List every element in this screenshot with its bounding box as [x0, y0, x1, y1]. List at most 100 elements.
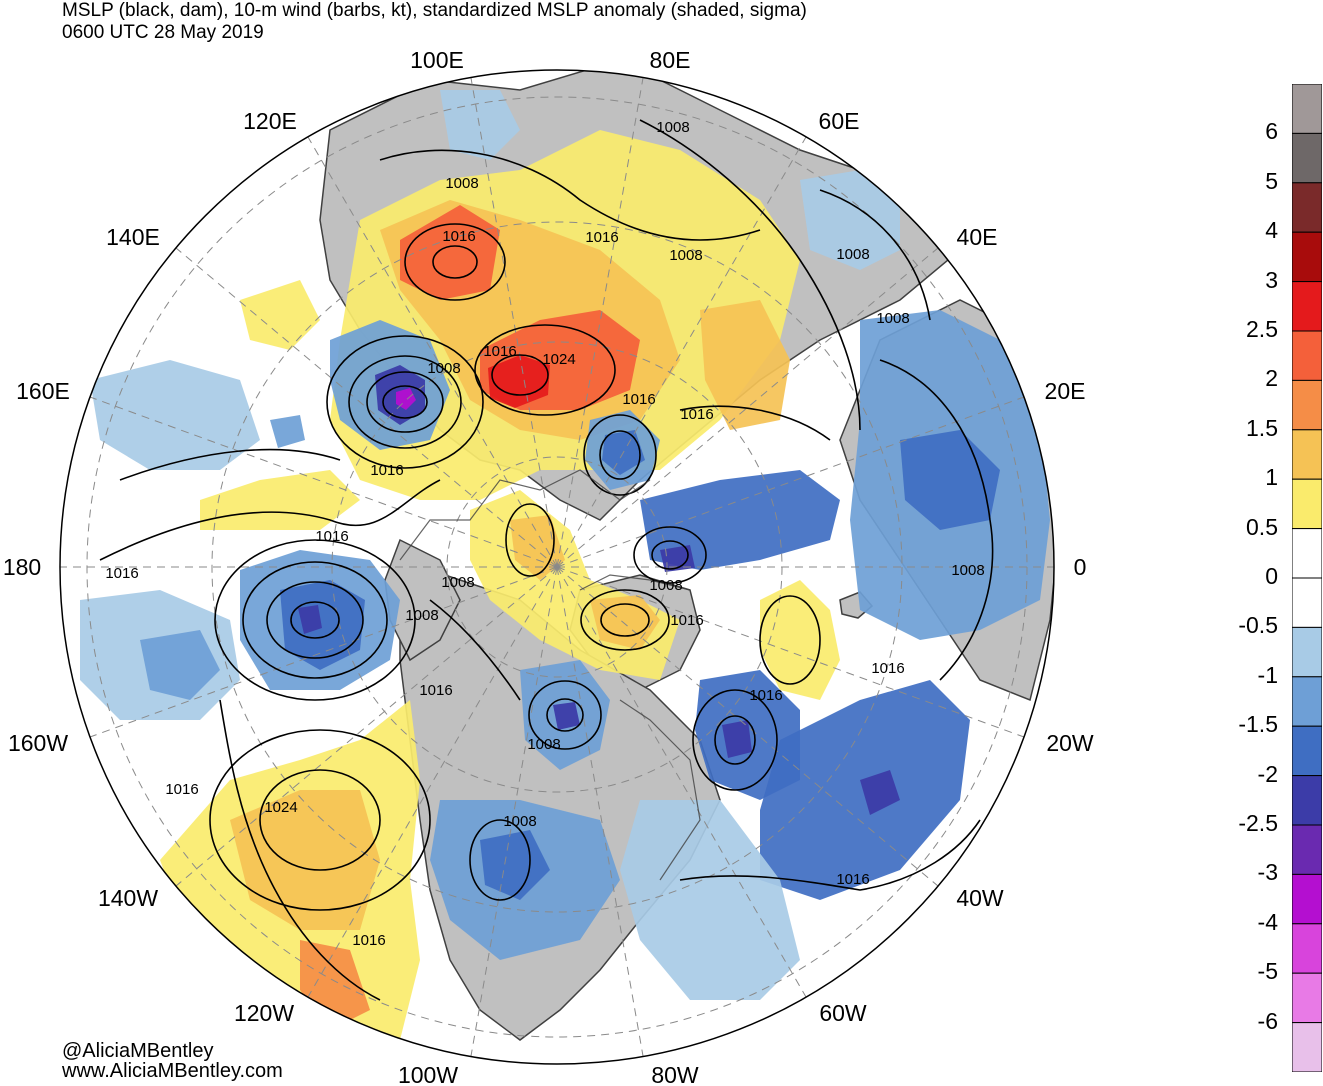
- lon-label-100e: 100E: [410, 47, 464, 73]
- isobar-label: 1016: [442, 228, 475, 245]
- colorbar-label: -6: [1257, 1007, 1278, 1034]
- isobar-label: 1008: [441, 574, 474, 591]
- negative-anomaly-barents-core: [660, 545, 695, 572]
- isobar: [600, 603, 650, 637]
- isobar-labels: 1008 1016 1016 1008 1008 1008 1016 1024 …: [105, 119, 984, 949]
- lon-label-20w: 20W: [1046, 730, 1094, 756]
- isobar-label: 1008: [503, 813, 536, 830]
- isobar: [429, 599, 521, 701]
- isobar-label: 1016: [352, 932, 385, 949]
- positive-anomaly-nw-pacific: [240, 280, 320, 350]
- isobar-label: 1008: [427, 360, 460, 377]
- isobar: [491, 354, 549, 396]
- positive-anomaly-arctic-core: [510, 515, 565, 580]
- isobar-label: 1016: [483, 343, 516, 360]
- isobar-label: 1008: [669, 247, 702, 264]
- isobar-label: 1016: [105, 565, 138, 582]
- meridian: [556, 566, 644, 1057]
- isobar: [505, 503, 555, 577]
- isobar: [528, 680, 602, 750]
- negative-anomaly-atlantic-light: [620, 800, 800, 1000]
- isobar: [679, 405, 831, 441]
- positive-anomaly-pacific-core: [230, 790, 380, 930]
- isobar: [326, 335, 484, 469]
- lon-label-20e: 20E: [1045, 378, 1086, 404]
- author-website: www.AliciaMBentley.com: [62, 1060, 283, 1082]
- negative-anomaly-north-atlantic-core: [860, 770, 900, 815]
- colorbar-label: 0.5: [1246, 513, 1278, 540]
- lon-label-140e: 140E: [106, 224, 160, 250]
- negative-anomaly-canada-core: [553, 702, 580, 730]
- colorbar-swatch: [1292, 330, 1322, 381]
- colorbar-swatch: [1292, 281, 1322, 332]
- lon-label-60e: 60E: [819, 108, 860, 134]
- map-valid-time: 0600 UTC 28 May 2019: [62, 22, 264, 43]
- isobar: [259, 769, 381, 871]
- isobar: [366, 371, 444, 433]
- lon-label-40w: 40W: [956, 885, 1004, 911]
- isobar: [714, 715, 756, 765]
- lon-label-60w: 60W: [819, 1000, 867, 1026]
- isobar: [639, 119, 861, 431]
- colorbar-label: -1: [1257, 661, 1278, 688]
- colorbar-swatch: [1292, 873, 1322, 925]
- isobar: [633, 526, 707, 584]
- lon-label-80w: 80W: [651, 1062, 699, 1086]
- latitude-circle: [446, 456, 668, 678]
- lon-label-0: 0: [1074, 554, 1087, 580]
- isobar: [692, 689, 778, 791]
- lon-label-120w: 120W: [234, 1000, 294, 1026]
- isobar: [819, 189, 931, 321]
- colorbar-swatch: [1292, 478, 1322, 530]
- negative-anomaly-west-pacific: [90, 360, 260, 470]
- lon-label-140w: 140W: [98, 885, 158, 911]
- isobar: [290, 601, 340, 639]
- coastline: [399, 469, 651, 561]
- isobar-label: 1016: [680, 406, 713, 423]
- anomaly-colorbar: [1292, 84, 1322, 1072]
- colorbar-label: -0.5: [1238, 612, 1278, 639]
- isobar: [219, 699, 381, 1001]
- meridian: [470, 77, 558, 568]
- lon-label-40e: 40E: [957, 224, 998, 250]
- longitude-labels: 100E 80E 60E 40E 20E 0 20W 40W 60W 80W 1…: [3, 47, 1094, 1086]
- isobar-label: 1016: [165, 781, 198, 798]
- isobar: [214, 539, 416, 701]
- colorbar-label: 0: [1265, 563, 1278, 589]
- negative-anomaly-usa-core: [480, 830, 550, 900]
- colorbar-label: 1.5: [1246, 414, 1278, 441]
- colorbar-label: -3: [1257, 859, 1278, 886]
- negative-anomaly-central-pacific-core: [140, 630, 220, 700]
- colorbar-label: 5: [1265, 167, 1278, 194]
- isobar-label: 1016: [670, 612, 703, 629]
- isobar: [266, 581, 364, 659]
- isobar: [209, 729, 431, 911]
- latitude-circle: [211, 221, 903, 913]
- isobar-label: 1016: [836, 871, 869, 888]
- colorbar-label: 2.5: [1246, 316, 1278, 342]
- colorbar-swatch: [1292, 676, 1322, 727]
- colorbar-label: 3: [1265, 266, 1278, 293]
- colorbar-label: 1: [1265, 464, 1278, 491]
- isobar-label: 1008: [527, 736, 560, 753]
- author-handle: @AliciaMBentley: [62, 1040, 214, 1062]
- isobar: [404, 223, 506, 301]
- lon-label-100w: 100W: [398, 1062, 458, 1086]
- meridian: [556, 77, 644, 568]
- negative-anomaly-bering-peak: [298, 605, 322, 634]
- isobar-label: 1016: [749, 687, 782, 704]
- isobar: [583, 414, 657, 496]
- isobar-label: 1008: [405, 607, 438, 624]
- colorbar-swatch: [1292, 379, 1322, 431]
- positive-anomaly-west-pacific: [200, 470, 360, 530]
- map-border: [59, 69, 1055, 1065]
- isobar-label: 1008: [951, 562, 984, 579]
- isobar-label: 1016: [622, 391, 655, 408]
- negative-anomaly-west-pacific-core: [270, 415, 305, 448]
- colorbar-swatch: [1292, 429, 1322, 480]
- lon-label-160w: 160W: [8, 730, 68, 756]
- isobar: [469, 819, 531, 901]
- isobar-label: 1008: [656, 119, 689, 136]
- colorbar-swatch: [1292, 923, 1322, 974]
- isobar-label: 1008: [836, 246, 869, 263]
